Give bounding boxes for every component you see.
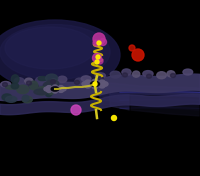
Ellipse shape <box>11 75 19 83</box>
Ellipse shape <box>0 20 120 90</box>
Ellipse shape <box>90 81 100 86</box>
Ellipse shape <box>17 85 29 94</box>
Ellipse shape <box>102 82 108 86</box>
Circle shape <box>93 40 99 46</box>
Ellipse shape <box>36 77 47 84</box>
Ellipse shape <box>25 78 33 84</box>
Circle shape <box>95 60 99 64</box>
Ellipse shape <box>44 87 49 91</box>
Ellipse shape <box>38 77 47 81</box>
Polygon shape <box>110 94 200 116</box>
Circle shape <box>112 115 116 121</box>
Ellipse shape <box>82 82 88 86</box>
Ellipse shape <box>50 79 58 84</box>
Ellipse shape <box>11 83 19 89</box>
Ellipse shape <box>110 71 120 78</box>
Ellipse shape <box>52 89 58 93</box>
Polygon shape <box>100 86 200 106</box>
Ellipse shape <box>37 87 47 95</box>
Ellipse shape <box>75 78 84 84</box>
Ellipse shape <box>45 89 52 97</box>
Ellipse shape <box>50 80 56 84</box>
Ellipse shape <box>29 84 38 89</box>
Ellipse shape <box>22 96 32 103</box>
Ellipse shape <box>48 86 55 94</box>
Ellipse shape <box>58 86 64 89</box>
Circle shape <box>100 39 106 46</box>
Ellipse shape <box>85 80 91 84</box>
Polygon shape <box>100 82 200 102</box>
Circle shape <box>93 82 97 86</box>
Circle shape <box>92 54 102 62</box>
Ellipse shape <box>30 81 38 90</box>
Ellipse shape <box>133 71 140 77</box>
Polygon shape <box>110 88 200 110</box>
Ellipse shape <box>1 81 11 87</box>
Ellipse shape <box>183 69 193 75</box>
Polygon shape <box>0 94 200 115</box>
Circle shape <box>97 41 101 45</box>
Ellipse shape <box>26 81 32 85</box>
Ellipse shape <box>143 71 153 77</box>
Ellipse shape <box>167 71 175 77</box>
Ellipse shape <box>92 79 98 84</box>
Ellipse shape <box>58 89 64 92</box>
Ellipse shape <box>122 69 131 76</box>
Ellipse shape <box>98 77 104 81</box>
Ellipse shape <box>122 73 128 77</box>
Ellipse shape <box>58 76 67 83</box>
Ellipse shape <box>99 84 105 88</box>
Ellipse shape <box>170 74 176 77</box>
Ellipse shape <box>2 94 12 101</box>
Ellipse shape <box>47 88 54 93</box>
Ellipse shape <box>99 80 105 84</box>
Ellipse shape <box>39 87 51 92</box>
Ellipse shape <box>52 85 58 89</box>
Ellipse shape <box>95 73 105 78</box>
Ellipse shape <box>85 84 91 88</box>
Circle shape <box>132 49 144 61</box>
Ellipse shape <box>61 87 66 91</box>
Ellipse shape <box>46 89 52 92</box>
Polygon shape <box>0 74 200 101</box>
Ellipse shape <box>46 74 58 82</box>
Circle shape <box>97 58 103 64</box>
Ellipse shape <box>46 80 59 87</box>
Ellipse shape <box>92 84 98 89</box>
Ellipse shape <box>0 24 110 80</box>
Ellipse shape <box>146 74 152 78</box>
Ellipse shape <box>157 72 166 79</box>
Ellipse shape <box>34 89 48 95</box>
Polygon shape <box>130 95 200 176</box>
Ellipse shape <box>43 82 54 89</box>
Ellipse shape <box>6 96 17 102</box>
Ellipse shape <box>74 80 80 84</box>
Ellipse shape <box>5 27 95 69</box>
Polygon shape <box>100 90 200 110</box>
Ellipse shape <box>46 86 52 89</box>
Ellipse shape <box>51 87 59 91</box>
Ellipse shape <box>2 83 8 87</box>
Circle shape <box>71 105 81 115</box>
Ellipse shape <box>6 85 18 89</box>
Ellipse shape <box>22 95 29 101</box>
Ellipse shape <box>14 78 24 85</box>
Circle shape <box>96 55 100 59</box>
Ellipse shape <box>81 76 91 81</box>
Circle shape <box>129 45 135 51</box>
Circle shape <box>93 33 105 45</box>
